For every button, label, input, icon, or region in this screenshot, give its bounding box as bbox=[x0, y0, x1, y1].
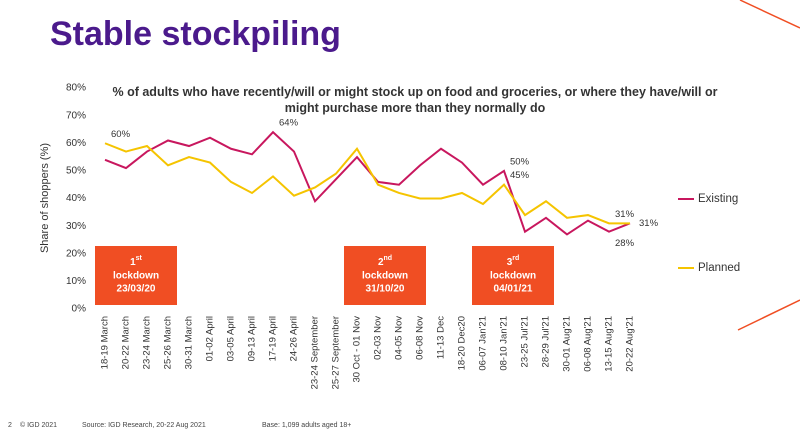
lockdown-date: 04/01/21 bbox=[494, 284, 533, 295]
series-line bbox=[104, 130, 631, 236]
data-label: 60% bbox=[111, 129, 131, 140]
data-label: 64% bbox=[279, 118, 299, 129]
x-tick-label: 08-10 Jan'21 bbox=[499, 316, 510, 371]
x-tick-label: 03-05 April bbox=[226, 316, 237, 361]
page-number: 2 bbox=[8, 422, 12, 429]
x-tick-label: 18-20 Dec20 bbox=[457, 316, 468, 370]
lockdown-ordinal: 1st bbox=[130, 255, 142, 268]
lockdown-text: lockdown bbox=[490, 271, 536, 282]
y-axis-label: Share of shoppers (%) bbox=[39, 143, 51, 253]
lockdown-box bbox=[95, 246, 177, 305]
data-label: 28% bbox=[615, 238, 635, 249]
y-tick-label: 10% bbox=[66, 276, 86, 287]
y-tick-label: 50% bbox=[66, 166, 86, 177]
lockdown-ordinal: 3rd bbox=[507, 255, 520, 268]
subtitle-box: % of adults who have recently/will or mi… bbox=[112, 85, 718, 115]
x-tick-label: 30 Oct - 01 Nov bbox=[352, 316, 363, 383]
x-tick-label: 04-05 Nov bbox=[394, 316, 405, 360]
ordinal-suffix: st bbox=[136, 255, 143, 262]
lockdown-date: 23/03/20 bbox=[117, 284, 156, 295]
x-tick-label: 23-24 March bbox=[142, 316, 153, 369]
x-tick-label: 25-26 March bbox=[163, 316, 174, 369]
data-label: 50% bbox=[510, 156, 530, 167]
decor-line bbox=[737, 299, 800, 331]
x-tick-label: 02-03 Nov bbox=[373, 316, 384, 360]
data-label: 31% bbox=[615, 209, 635, 220]
lockdown-text: lockdown bbox=[113, 271, 159, 282]
y-tick-label: 40% bbox=[66, 193, 86, 204]
x-tick-label: 28-29 Jul'21 bbox=[541, 316, 552, 367]
y-tick-label: 70% bbox=[66, 110, 86, 121]
x-tick-label: 11-13 Dec bbox=[436, 316, 447, 359]
source: Source: IGD Research, 20-22 Aug 2021 bbox=[82, 422, 206, 429]
legend-label: Existing bbox=[698, 193, 738, 205]
x-tick-label: 06-08 Aug'21 bbox=[583, 316, 594, 372]
series-line bbox=[104, 142, 630, 225]
x-tick-label: 25-27 September bbox=[331, 316, 342, 389]
lockdown-box bbox=[344, 246, 426, 305]
decor-line bbox=[739, 0, 800, 29]
x-tick-label: 23-25 Jul'21 bbox=[520, 316, 531, 367]
y-tick-label: 0% bbox=[72, 304, 87, 315]
x-tick-label: 01-02 April bbox=[205, 316, 216, 361]
y-tick-label: 80% bbox=[66, 83, 86, 94]
x-tick-label: 23-24 September bbox=[310, 316, 321, 389]
x-tick-label: 18-19 March bbox=[100, 316, 111, 369]
x-tick-label: 17-19 April bbox=[268, 316, 279, 361]
x-tick-label: 30-01 Aug'21 bbox=[562, 316, 573, 372]
x-tick-label: 13-15 Aug'21 bbox=[604, 316, 615, 372]
x-tick-label: 06-08 Nov bbox=[415, 316, 426, 360]
lockdown-date: 31/10/20 bbox=[366, 284, 405, 295]
ordinal: 2 bbox=[378, 257, 384, 268]
y-tick-label: 30% bbox=[66, 221, 86, 232]
title: Stable stockpiling bbox=[50, 15, 341, 53]
y-tick-label: 60% bbox=[66, 138, 86, 149]
lockdown-text: lockdown bbox=[362, 271, 408, 282]
ordinal: 1 bbox=[130, 257, 136, 268]
lockdown-box bbox=[472, 246, 554, 305]
x-tick-label: 20-22 March bbox=[121, 316, 132, 369]
x-tick-label: 30-31 March bbox=[184, 316, 195, 369]
base: Base: 1,099 adults aged 18+ bbox=[262, 422, 351, 429]
subtitle: % of adults who have recently/will or mi… bbox=[112, 85, 718, 115]
x-tick-label: 06-07 Jan'21 bbox=[478, 316, 489, 371]
ordinal-suffix: nd bbox=[384, 255, 393, 262]
copyright: © IGD 2021 bbox=[20, 421, 57, 429]
x-tick-label: 24-26 April bbox=[289, 316, 300, 361]
ordinal-suffix: rd bbox=[512, 255, 519, 262]
data-label: 45% bbox=[510, 170, 530, 181]
ordinal: 3 bbox=[507, 257, 513, 268]
x-tick-label: 09-13 April bbox=[247, 316, 258, 361]
y-tick-label: 20% bbox=[66, 248, 86, 259]
legend-label: Planned bbox=[698, 262, 740, 274]
x-tick-label: 20-22 Aug'21 bbox=[625, 316, 636, 372]
data-label: 31% bbox=[639, 218, 659, 229]
lockdown-ordinal: 2nd bbox=[378, 255, 392, 268]
